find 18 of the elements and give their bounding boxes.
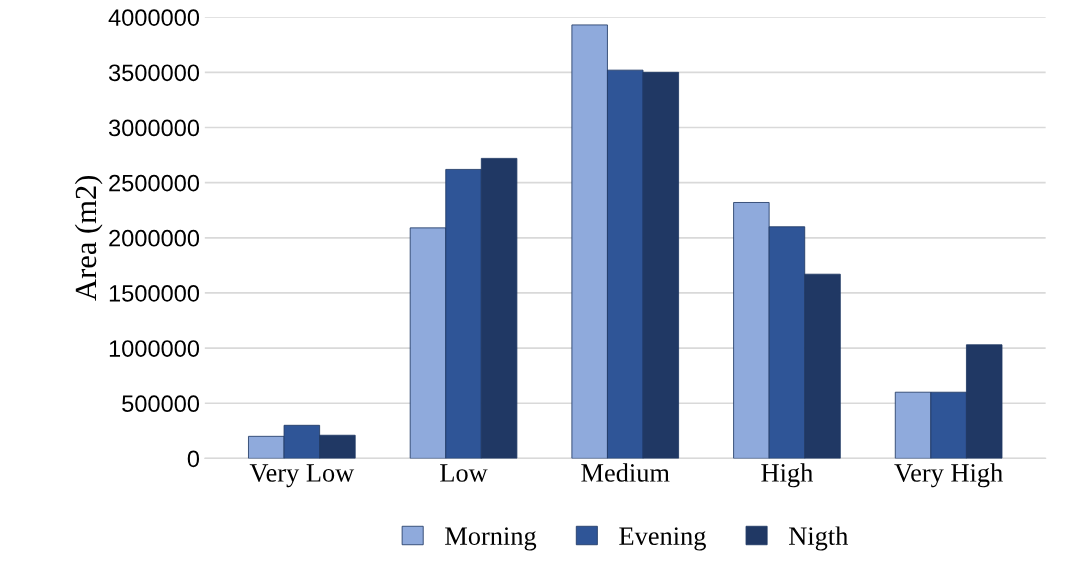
legend-label: Morning [445, 527, 537, 551]
legend-label: Evening [619, 527, 706, 551]
y-tick-label: 1500000 [109, 285, 200, 302]
y-tick-label: 0 [187, 450, 200, 468]
legend-label: Nigth [789, 526, 849, 551]
y-tick-label: 4000000 [108, 9, 200, 26]
x-tick-label: Medium [581, 463, 670, 482]
y-tick-label: 2000000 [109, 229, 200, 247]
y-tick-label: 3000000 [108, 119, 200, 137]
x-tick-label: High [761, 463, 813, 488]
y-tick-label: 3500000 [108, 64, 200, 82]
y-tick-label: 500000 [122, 395, 200, 413]
y-tick-label: 1000000 [109, 340, 200, 357]
x-tick-label: Very Low [249, 464, 355, 488]
x-tick-label: Low [440, 464, 488, 482]
y-axis-title: Area (m2) [74, 175, 103, 301]
y-tick-label: 2500000 [109, 174, 200, 192]
x-tick-label: Very High [894, 463, 1003, 488]
